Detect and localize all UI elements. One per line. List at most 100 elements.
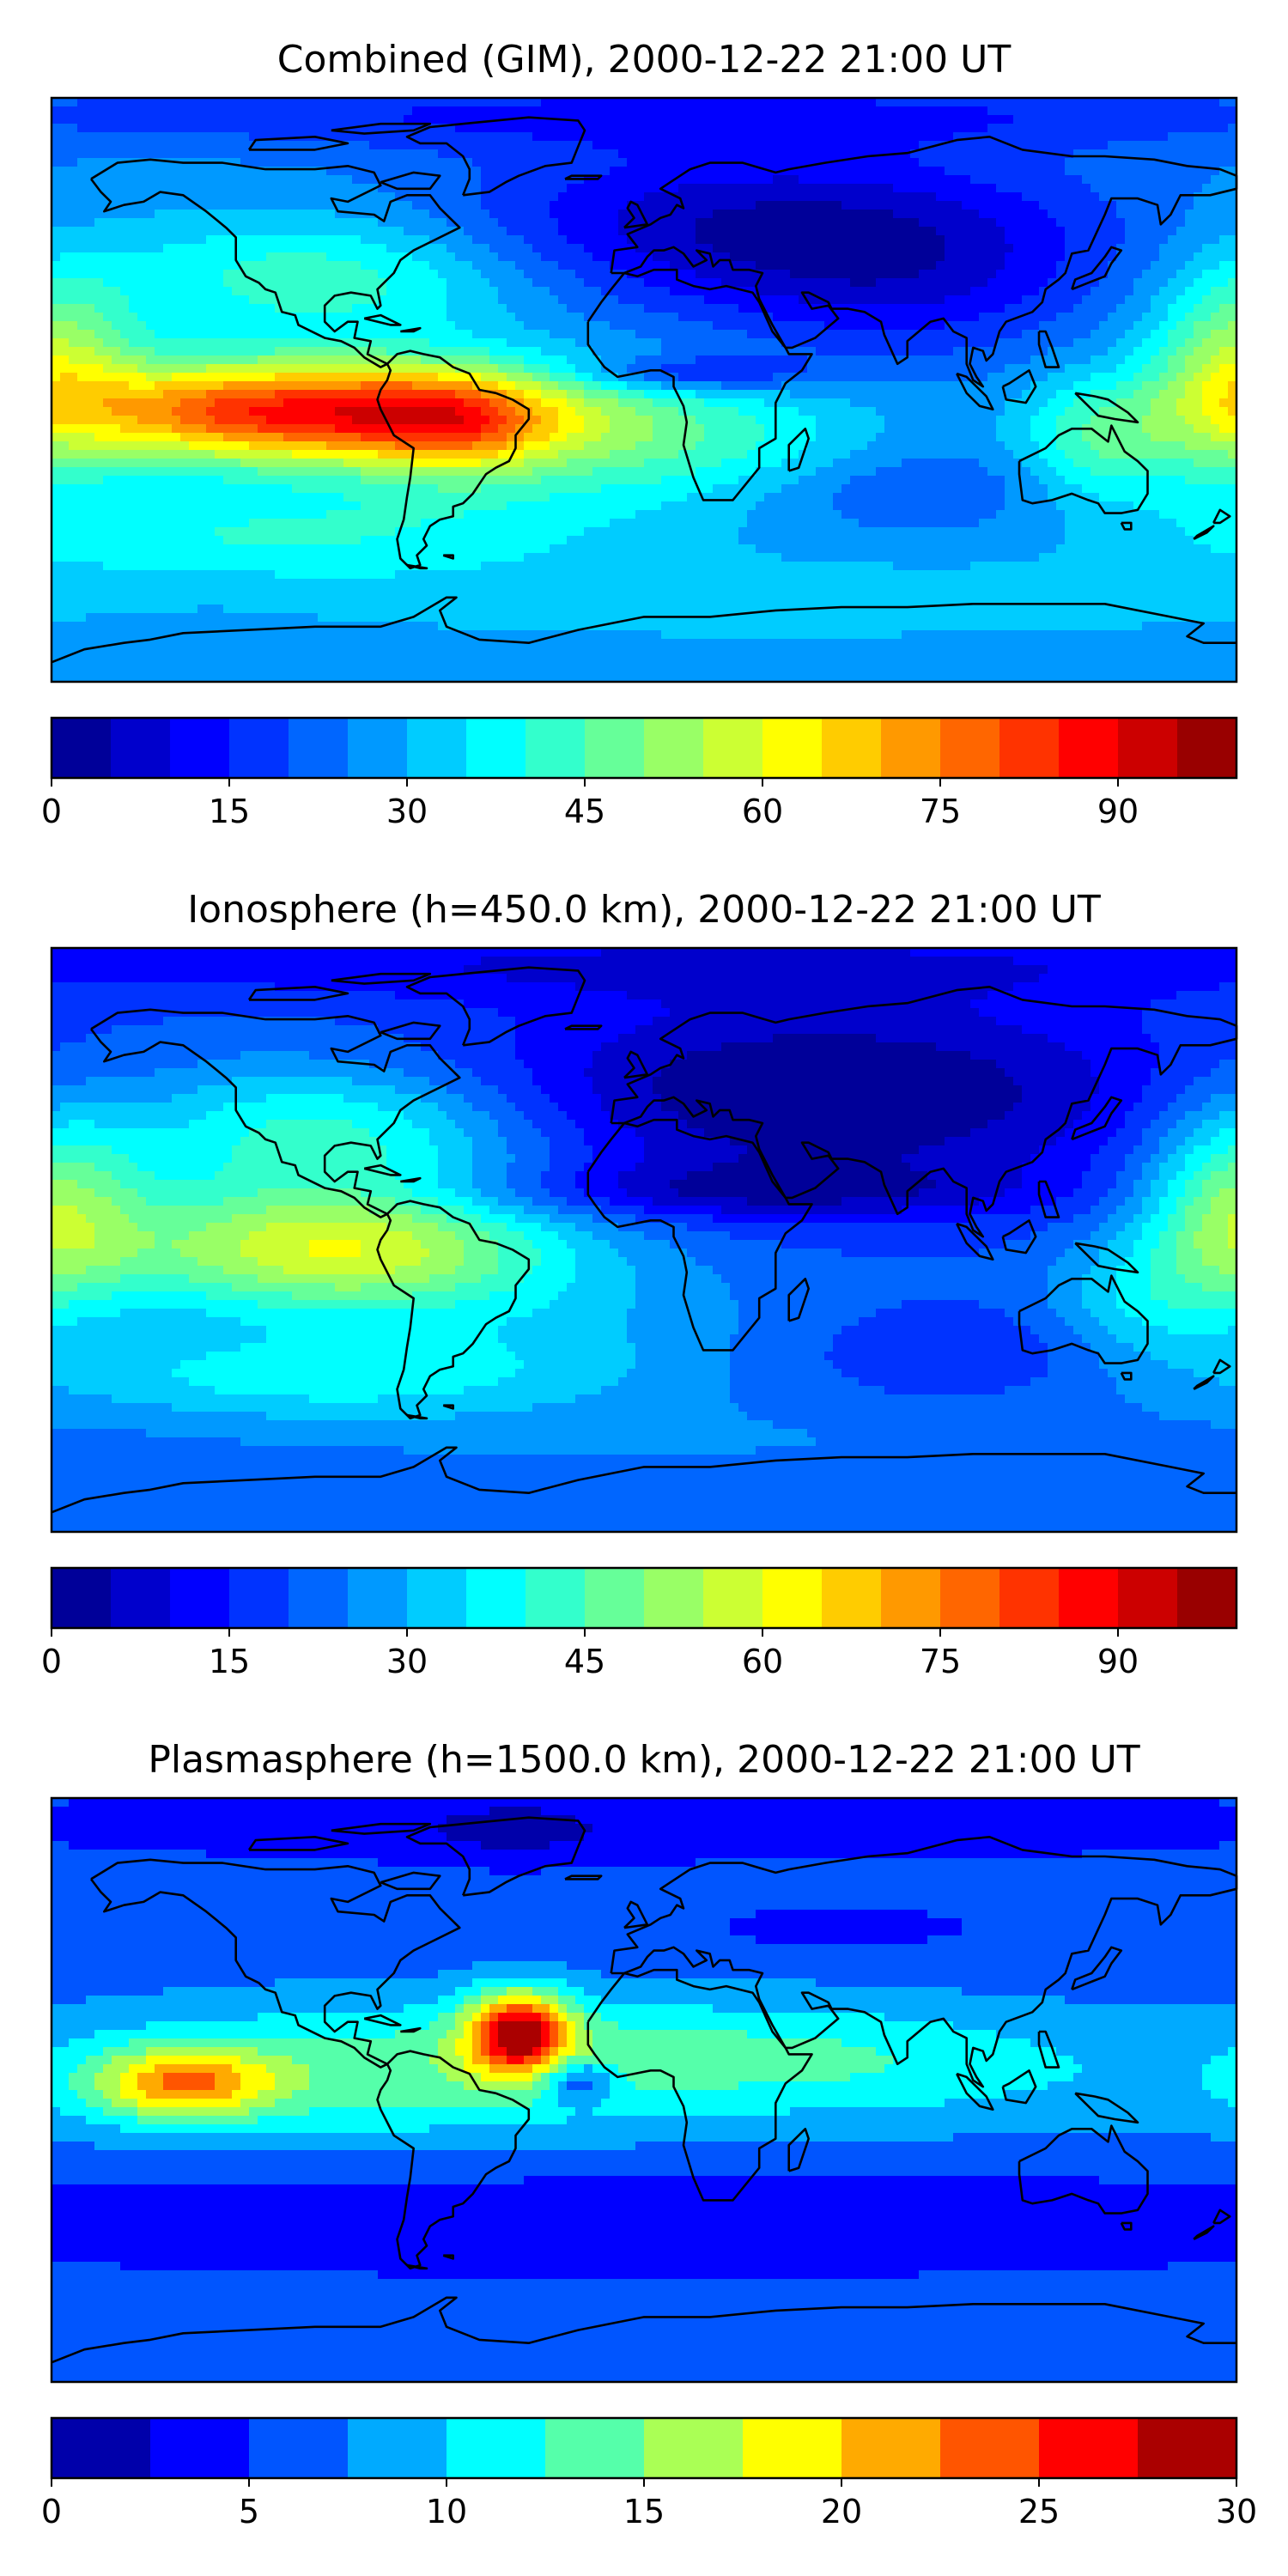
contour-cell — [970, 261, 980, 270]
contour-cell — [627, 192, 636, 202]
contour-cell — [841, 106, 851, 116]
contour-cell — [893, 278, 902, 288]
contour-cell — [1142, 398, 1151, 408]
contour-cell — [60, 98, 70, 107]
contour-cell — [1073, 373, 1083, 382]
contour-cell — [601, 390, 611, 399]
contour-cell — [1091, 106, 1100, 116]
contour-cell — [318, 210, 327, 219]
contour-cell — [232, 141, 241, 150]
contour-cell — [644, 175, 653, 185]
contour-cell — [884, 141, 894, 150]
contour-cell — [738, 355, 748, 365]
contour-cell — [945, 106, 954, 116]
contour-cell — [653, 149, 662, 159]
contour-cell — [1108, 373, 1117, 382]
contour-cell — [1125, 115, 1134, 125]
contour-cell — [592, 201, 602, 210]
contour-cell — [172, 115, 181, 125]
contour-cell — [910, 381, 920, 391]
contour-cell — [197, 167, 207, 176]
contour-cell — [455, 98, 465, 107]
contour-cell — [292, 304, 301, 313]
contour-cell — [189, 235, 198, 245]
contour-cell — [103, 261, 112, 270]
contour-cell — [309, 227, 319, 236]
contour-cell — [1082, 347, 1091, 356]
contour-cell — [412, 304, 422, 313]
contour-cell — [618, 313, 628, 322]
contour-cell — [859, 218, 868, 228]
contour-cell — [661, 270, 671, 279]
contour-cell — [489, 364, 499, 374]
contour-cell — [867, 261, 877, 270]
contour-cell — [1005, 218, 1014, 228]
contour-cell — [618, 364, 628, 374]
contour-cell — [730, 390, 739, 399]
contour-cell — [713, 184, 722, 193]
contour-cell — [696, 218, 705, 228]
contour-cell — [558, 338, 568, 348]
contour-cell — [197, 373, 207, 382]
contour-cell — [532, 364, 542, 374]
contour-cell — [1056, 321, 1066, 331]
contour-cell — [180, 210, 190, 219]
contour-cell — [129, 244, 138, 253]
contour-cell — [515, 235, 525, 245]
contour-cell — [953, 287, 963, 296]
contour-cell — [369, 175, 379, 185]
contour-cell — [309, 235, 319, 245]
contour-cell — [524, 313, 533, 322]
contour-cell — [1065, 347, 1074, 356]
contour-cell — [841, 364, 851, 374]
contour-cell — [850, 373, 860, 382]
contour-cell — [876, 115, 885, 125]
contour-cell — [1048, 244, 1057, 253]
contour-cell — [730, 149, 739, 159]
contour-cell — [412, 364, 422, 374]
contour-cell — [77, 149, 87, 159]
contour-cell — [730, 270, 739, 279]
contour-cell — [326, 210, 336, 219]
contour-cell — [1013, 278, 1023, 288]
contour-cell — [429, 347, 439, 356]
contour-cell — [1176, 313, 1186, 322]
contour-cell — [1219, 192, 1229, 202]
contour-cell — [1202, 184, 1212, 193]
contour-cell — [69, 270, 78, 279]
contour-cell — [859, 98, 868, 107]
contour-cell — [1048, 132, 1057, 142]
contour-cell — [1168, 201, 1177, 210]
contour-cell — [455, 321, 465, 331]
contour-cell — [592, 287, 602, 296]
contour-cell — [189, 313, 198, 322]
contour-cell — [163, 175, 173, 185]
contour-cell — [730, 287, 739, 296]
contour-cell — [361, 132, 370, 142]
contour-cell — [550, 390, 559, 399]
contour-cell — [601, 347, 611, 356]
contour-cell — [704, 287, 714, 296]
contour-cell — [764, 201, 774, 210]
contour-cell — [1099, 330, 1109, 339]
contour-cell — [927, 398, 937, 408]
contour-cell — [567, 398, 576, 408]
contour-cell — [996, 167, 1005, 176]
contour-cell — [1185, 338, 1194, 348]
contour-cell — [876, 149, 885, 159]
contour-cell — [841, 390, 851, 399]
contour-cell — [936, 158, 945, 167]
contour-cell — [481, 398, 490, 408]
contour-cell — [137, 407, 147, 416]
contour-cell — [1056, 261, 1066, 270]
contour-cell — [541, 227, 550, 236]
contour-cell — [215, 355, 224, 365]
contour-cell — [421, 210, 430, 219]
contour-cell — [326, 355, 336, 365]
contour-cell — [515, 132, 525, 142]
contour-cell — [1202, 347, 1212, 356]
contour-cell — [936, 321, 945, 331]
contour-cell — [1013, 132, 1023, 142]
contour-cell — [670, 321, 679, 331]
contour-cell — [412, 338, 422, 348]
